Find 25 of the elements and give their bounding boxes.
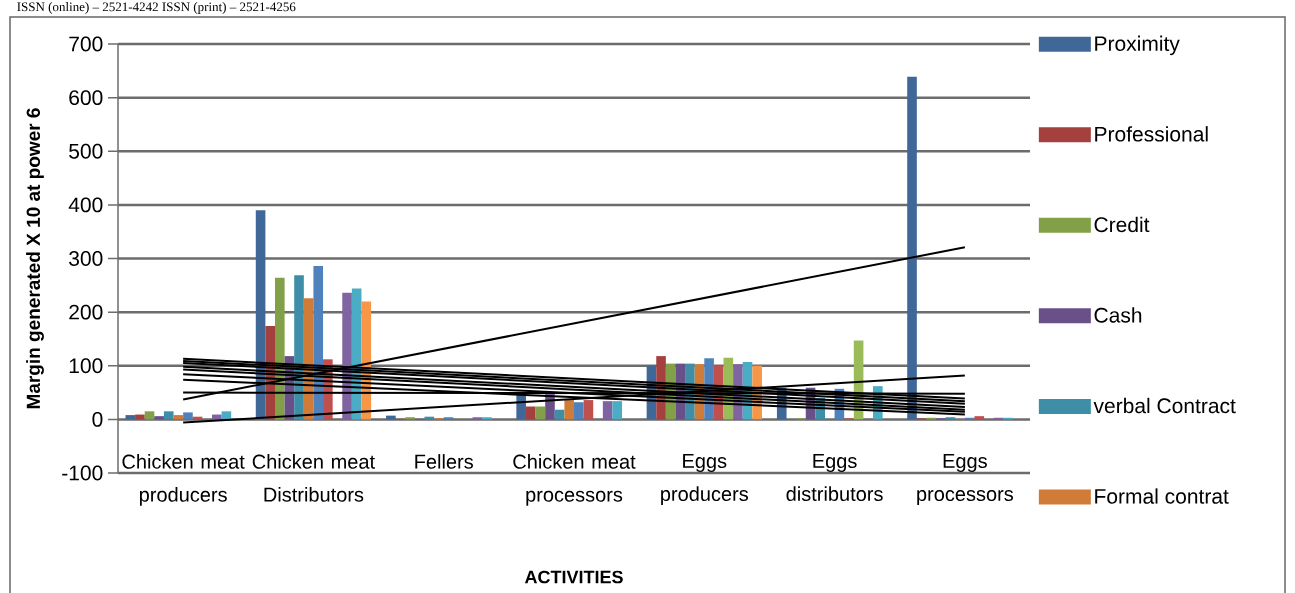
x-tick-label: Chicken meat Distributors xyxy=(252,454,375,502)
x-axis-title: ACTIVITIES xyxy=(524,570,623,584)
x-tick-label: Chicken meat processors xyxy=(513,454,636,506)
y-axis-title: Margin generated X 10 at power 6 xyxy=(26,108,44,409)
legend-label: Credit xyxy=(1094,216,1150,233)
y-tick-label: -100 xyxy=(62,465,103,481)
legend-label: verbal Contract xyxy=(1093,397,1236,414)
x-tick-label: Eggs producers xyxy=(661,454,749,505)
y-tick-label: 0 xyxy=(92,411,103,427)
x-tick-label: Chicken meat producers xyxy=(122,454,245,506)
x-tick-label: Eggs processors xyxy=(917,454,1014,505)
y-tick-label: 600 xyxy=(69,90,103,106)
y-tick-label: 700 xyxy=(69,36,103,52)
y-tick-label: 100 xyxy=(69,358,103,374)
y-tick-label: 200 xyxy=(69,304,103,320)
x-tick-label: Fellers xyxy=(415,454,473,469)
legend-label: Professional xyxy=(1095,126,1208,142)
y-tick-label: 300 xyxy=(69,251,103,266)
x-tick-label: Eggs distributors xyxy=(786,454,883,502)
text: ISSN (online) – 2521-4242 ISSN (print) – 2521-4256 xyxy=(17,2,296,14)
legend-label: Formal contrat xyxy=(1095,488,1229,504)
y-tick-label: 500 xyxy=(69,143,103,159)
legend-label: Proximity xyxy=(1095,35,1180,56)
legend-label: Cash xyxy=(1094,307,1142,323)
y-tick-label: 400 xyxy=(68,197,103,213)
